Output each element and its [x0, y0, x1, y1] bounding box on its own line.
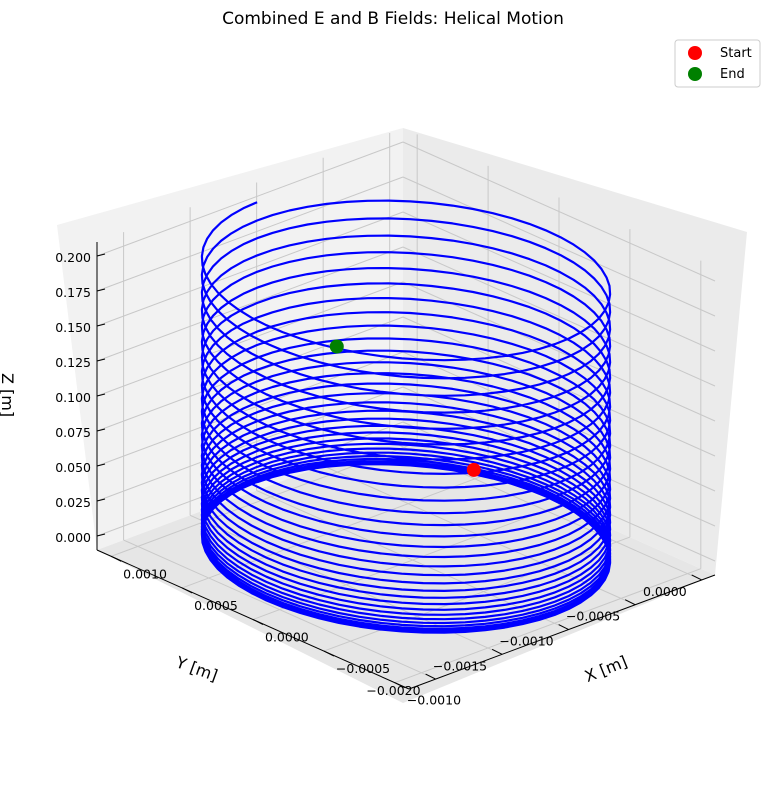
legend: Start End: [674, 39, 761, 88]
grid-line: [402, 141, 716, 282]
z-axis: 0.000 0.025 0.050 0.075 0.100 0.125 0.150 0.175…: [55, 250, 106, 545]
legend-end-label: End: [720, 67, 745, 82]
y-tick: [558, 624, 569, 630]
y-axis-label: Y [m]: [173, 652, 221, 685]
x-tick: [252, 619, 264, 625]
z-tick: [96, 533, 106, 537]
x-tick-label: 0.0005: [194, 598, 238, 613]
y-tick-label: 0.0000: [643, 584, 687, 599]
x-tick: [181, 587, 193, 594]
grid-line: [181, 473, 489, 589]
grid-line: [256, 490, 569, 630]
x-axis-label: X [m]: [582, 652, 630, 686]
legend-start-label: Start: [720, 46, 752, 61]
y-axis: −0.0020 −0.0015 −0.0010 −0.0005 0.0000: [366, 574, 702, 698]
x-axis: 0.0010 0.0005 0.0000 −0.0005 −0.0010: [110, 555, 461, 708]
x-tick: [323, 650, 335, 657]
end-marker: [329, 339, 344, 354]
z-tick-label: 0.125: [55, 355, 91, 370]
x-tick-label: −0.0010: [407, 693, 461, 708]
z-tick-label: 0.000: [55, 530, 91, 545]
y-tick-label: −0.0005: [566, 609, 620, 624]
z-tick-label: 0.075: [55, 425, 91, 440]
x-tick-label: 0.0000: [265, 630, 309, 645]
grid-line: [394, 568, 701, 684]
x-tick-label: −0.0005: [336, 661, 390, 676]
y-tick: [624, 599, 636, 606]
grid-line: [96, 351, 404, 467]
grid-line: [96, 141, 404, 257]
z-tick: [96, 288, 106, 292]
grid-line: [96, 281, 404, 397]
z-tick-label: 0.050: [55, 460, 91, 475]
z-tick: [96, 428, 106, 432]
z-tick-label: 0.175: [55, 285, 91, 300]
grid-line: [402, 246, 716, 387]
z-tick: [96, 253, 106, 257]
grid-line: [402, 176, 716, 317]
x-tick: [394, 682, 406, 689]
z-tick: [96, 323, 106, 327]
y-tick-label: −0.0010: [499, 634, 553, 649]
x-tick-label: 0.0010: [123, 566, 167, 581]
z-tick-label: 0.150: [55, 320, 91, 335]
start-marker: [466, 462, 481, 477]
y-tick-label: −0.0020: [366, 683, 420, 698]
z-tick: [96, 393, 106, 397]
y-tick-label: −0.0015: [433, 658, 487, 673]
z-axis-label: Z [m]: [0, 373, 17, 417]
grid-line: [96, 176, 404, 292]
pane-right: [403, 128, 747, 575]
z-tick: [96, 463, 106, 467]
chart-title: Combined E and B Fields: Helical Motion: [222, 9, 564, 29]
grid-line: [402, 281, 716, 422]
z-tick: [96, 358, 106, 362]
grid-line: [402, 211, 716, 352]
y-tick: [691, 574, 702, 581]
grid-line: [123, 539, 436, 680]
x-tick: [110, 555, 122, 562]
z-tick-label: 0.025: [55, 495, 91, 510]
grid-line: [96, 211, 404, 327]
z-tick-label: 0.100: [55, 390, 91, 405]
z-tick: [96, 498, 106, 502]
z-tick-label: 0.200: [55, 250, 91, 265]
y-tick: [425, 673, 436, 680]
grid-line: [96, 246, 404, 362]
y-axis-line: [408, 574, 716, 690]
legend-end-marker: [688, 67, 702, 81]
helix-trajectory: [200, 199, 612, 634]
pane-floor: [97, 436, 715, 703]
y-tick: [491, 648, 503, 655]
legend-start-marker: [688, 46, 702, 60]
